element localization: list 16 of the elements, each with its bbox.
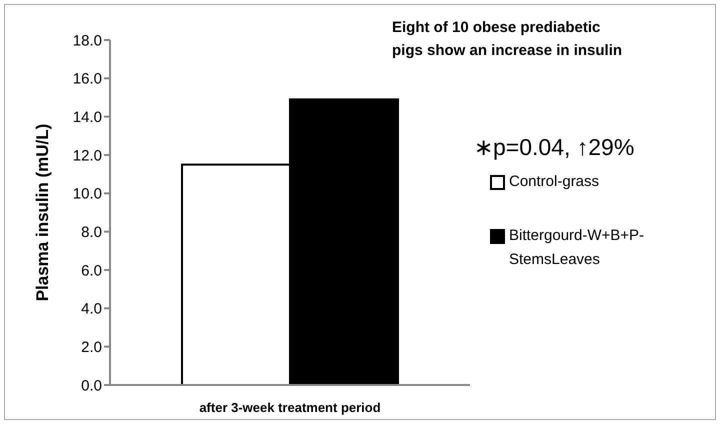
y-tick-label: 0.0	[81, 377, 102, 394]
y-tick-label: 6.0	[81, 262, 102, 280]
text: ∗p=0.04, ↑29%	[474, 134, 634, 161]
legend-label: Control-grass	[509, 172, 600, 192]
x-tick-label: after 3-week treatment period	[199, 400, 381, 416]
legend-label: Bittergourd-W+B+P-StemsLeaves	[509, 226, 646, 270]
y-tick-label: 18.0	[72, 32, 102, 50]
y-tick-label: 14.0	[72, 108, 102, 126]
y-tick-label: 10.0	[72, 186, 102, 203]
y-tick-label: 16.0	[72, 70, 102, 88]
text: Eight of 10 obese prediabetic pigs show an increase in insulin	[392, 18, 624, 61]
y-tick-label: 8.0	[81, 224, 102, 241]
y-tick-label: 12.0	[72, 147, 102, 164]
y-axis-title: Plasma insulin (mU/L)	[33, 124, 52, 302]
y-tick-label: 2.0	[81, 338, 102, 356]
y-tick-label: 4.0	[81, 300, 102, 318]
